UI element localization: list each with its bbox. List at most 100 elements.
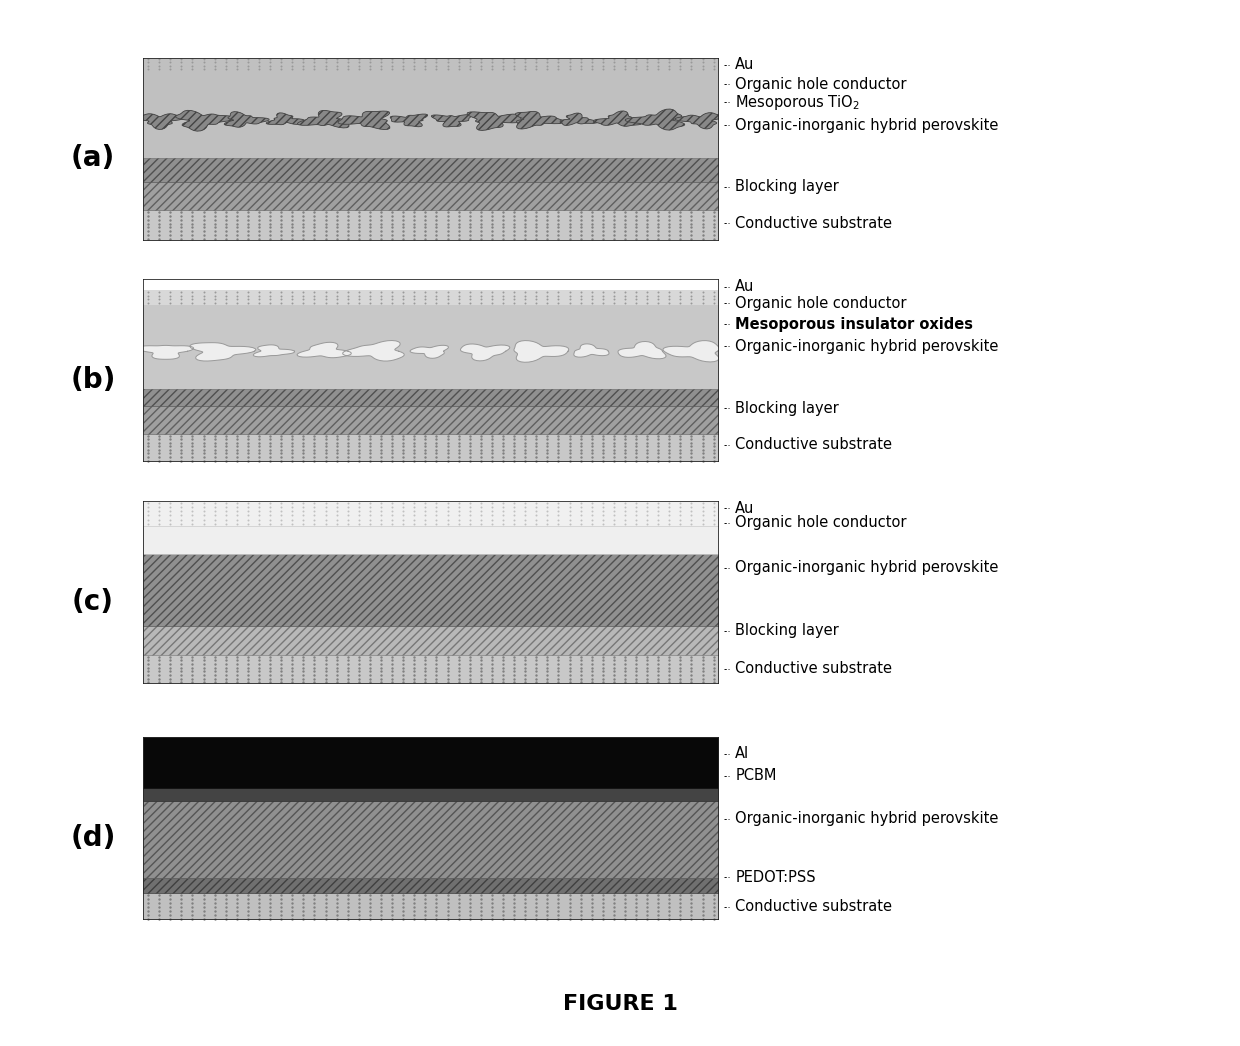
Point bbox=[216, 288, 236, 304]
Point bbox=[559, 219, 579, 235]
Point bbox=[371, 656, 391, 673]
Point bbox=[348, 431, 368, 448]
Point bbox=[305, 441, 325, 458]
Point bbox=[460, 428, 480, 445]
Point bbox=[570, 503, 590, 520]
Point bbox=[471, 903, 491, 919]
Point bbox=[427, 230, 446, 247]
Point bbox=[570, 656, 590, 673]
Point bbox=[272, 428, 291, 445]
Point bbox=[682, 903, 702, 919]
Point bbox=[238, 511, 258, 528]
Point bbox=[305, 295, 325, 312]
Point bbox=[205, 910, 224, 927]
Point bbox=[704, 446, 724, 462]
Point bbox=[305, 223, 325, 240]
Point bbox=[682, 499, 702, 516]
Point bbox=[582, 283, 601, 300]
Point bbox=[593, 503, 613, 520]
Point bbox=[505, 674, 525, 690]
Point bbox=[582, 204, 601, 221]
Point bbox=[682, 211, 702, 228]
Point bbox=[626, 890, 646, 907]
Point bbox=[516, 903, 536, 919]
Point bbox=[360, 511, 379, 528]
Point bbox=[193, 291, 213, 308]
Point bbox=[615, 910, 635, 927]
Point bbox=[559, 227, 579, 244]
Point bbox=[516, 516, 536, 532]
Point bbox=[704, 503, 724, 520]
Point bbox=[427, 295, 446, 312]
Point bbox=[460, 452, 480, 469]
Point bbox=[615, 227, 635, 244]
Point bbox=[604, 670, 624, 687]
Point bbox=[626, 434, 646, 451]
Point bbox=[582, 890, 601, 907]
Point bbox=[260, 51, 280, 68]
Text: (c): (c) bbox=[72, 588, 114, 616]
Point bbox=[526, 894, 546, 911]
Point bbox=[637, 230, 657, 247]
Point bbox=[649, 449, 668, 465]
Point bbox=[227, 887, 247, 904]
Point bbox=[404, 652, 424, 668]
Point bbox=[149, 441, 169, 458]
Point bbox=[316, 670, 336, 687]
Point bbox=[415, 516, 435, 532]
Point bbox=[704, 54, 724, 71]
Point bbox=[205, 659, 224, 676]
Point bbox=[272, 666, 291, 683]
Point bbox=[671, 659, 691, 676]
Text: (b): (b) bbox=[71, 366, 115, 394]
Point bbox=[649, 438, 668, 455]
Point bbox=[660, 894, 680, 911]
Point bbox=[348, 227, 368, 244]
Point bbox=[615, 288, 635, 304]
Point bbox=[415, 219, 435, 235]
Point bbox=[138, 652, 157, 668]
Point bbox=[404, 495, 424, 511]
Point bbox=[316, 446, 336, 462]
Point bbox=[326, 899, 346, 915]
Point bbox=[238, 215, 258, 232]
Point bbox=[216, 511, 236, 528]
Point bbox=[582, 431, 601, 448]
Point bbox=[682, 516, 702, 532]
Point bbox=[138, 208, 157, 225]
Point bbox=[348, 906, 368, 923]
Point bbox=[593, 516, 613, 532]
Polygon shape bbox=[224, 112, 269, 128]
Point bbox=[305, 894, 325, 911]
Point bbox=[471, 656, 491, 673]
Point bbox=[337, 51, 357, 68]
Point bbox=[682, 659, 702, 676]
Point bbox=[559, 659, 579, 676]
Point bbox=[371, 295, 391, 312]
Point bbox=[526, 503, 546, 520]
Point bbox=[471, 649, 491, 665]
Point bbox=[260, 894, 280, 911]
Point bbox=[637, 516, 657, 532]
Point bbox=[449, 446, 469, 462]
Point bbox=[559, 516, 579, 532]
Point bbox=[283, 887, 303, 904]
Point bbox=[693, 890, 713, 907]
Point bbox=[460, 58, 480, 74]
Point bbox=[182, 61, 202, 77]
Polygon shape bbox=[337, 111, 389, 130]
Point bbox=[626, 649, 646, 665]
Point bbox=[205, 887, 224, 904]
Point bbox=[548, 452, 568, 469]
Point bbox=[249, 663, 269, 680]
Point bbox=[249, 291, 269, 308]
Point bbox=[505, 51, 525, 68]
Point bbox=[316, 295, 336, 312]
Point bbox=[272, 507, 291, 524]
Point bbox=[316, 291, 336, 308]
Point bbox=[449, 511, 469, 528]
Point bbox=[193, 887, 213, 904]
Polygon shape bbox=[560, 113, 598, 126]
Point bbox=[438, 295, 458, 312]
Point bbox=[548, 910, 568, 927]
